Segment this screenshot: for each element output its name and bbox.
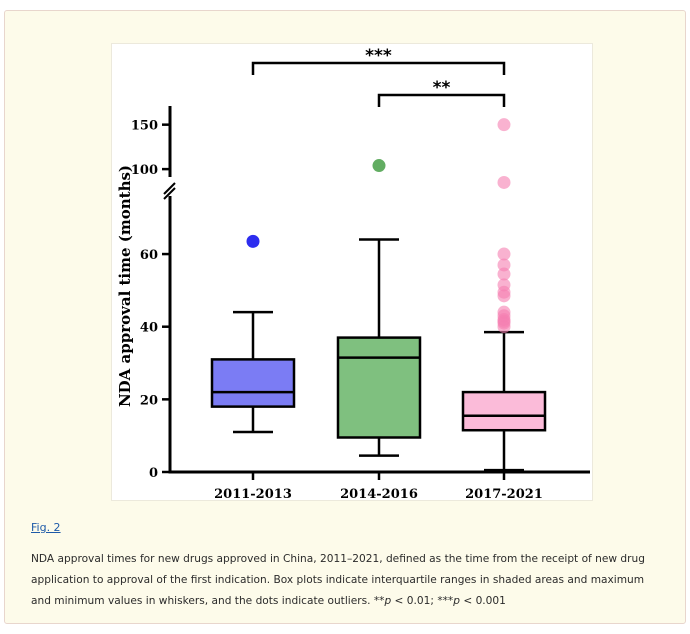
y-tick-label: 0 — [149, 466, 158, 481]
y-tick-label: 100 — [131, 163, 158, 178]
caption-sig1-rest: < 0.01; — [391, 595, 438, 607]
box-2011-2013 — [210, 358, 296, 408]
outlier-point — [497, 258, 511, 272]
box-2017-2021 — [461, 390, 547, 432]
significance-bracket — [377, 93, 506, 107]
outlier-point — [372, 159, 386, 173]
significance-label: *** — [365, 46, 392, 66]
caption-p1: p — [384, 595, 392, 607]
outlier-point — [497, 267, 511, 281]
y-axis-label: NDA approval time (months) — [116, 165, 134, 407]
y-tick-label: 40 — [140, 321, 158, 336]
y-tick-label: 20 — [140, 393, 158, 408]
x-tick-label: 2017-2021 — [465, 487, 543, 500]
figure-card: 0 20 40 60 100 150 NDA approval time (months) 2… — [4, 10, 686, 624]
significance-label: ** — [433, 78, 451, 98]
outlier-point — [497, 305, 511, 319]
outlier-point — [497, 118, 511, 132]
caption-main-text: NDA approval times for new drugs approve… — [31, 553, 645, 607]
axis-break-mark — [163, 182, 176, 195]
figure-link[interactable]: Fig. 2 — [31, 521, 61, 534]
y-tick-label: 150 — [131, 119, 158, 134]
outlier-point — [246, 234, 260, 248]
axis-break-mark — [163, 187, 176, 200]
caption-sig2-stars: *** — [437, 595, 454, 607]
y-tick-label: 60 — [140, 248, 158, 263]
outlier-point — [497, 247, 511, 261]
significance-bracket — [251, 61, 506, 75]
box-plot-chart: 0 20 40 60 100 150 NDA approval time (months) 2… — [116, 46, 590, 500]
figure-caption: NDA approval times for new drugs approve… — [31, 549, 657, 612]
x-tick-label: 2014-2016 — [340, 487, 418, 500]
x-tick-label: 2011-2013 — [214, 487, 292, 500]
outlier-point — [497, 278, 511, 292]
caption-sig2-rest: < 0.001 — [459, 595, 506, 607]
outlier-point — [497, 175, 511, 189]
box-plot-figure: 0 20 40 60 100 150 NDA approval time (months) 2… — [111, 43, 593, 501]
box-2014-2016 — [336, 336, 422, 439]
caption-sig1-stars: ** — [373, 595, 385, 607]
caption-p2: p — [453, 595, 460, 607]
